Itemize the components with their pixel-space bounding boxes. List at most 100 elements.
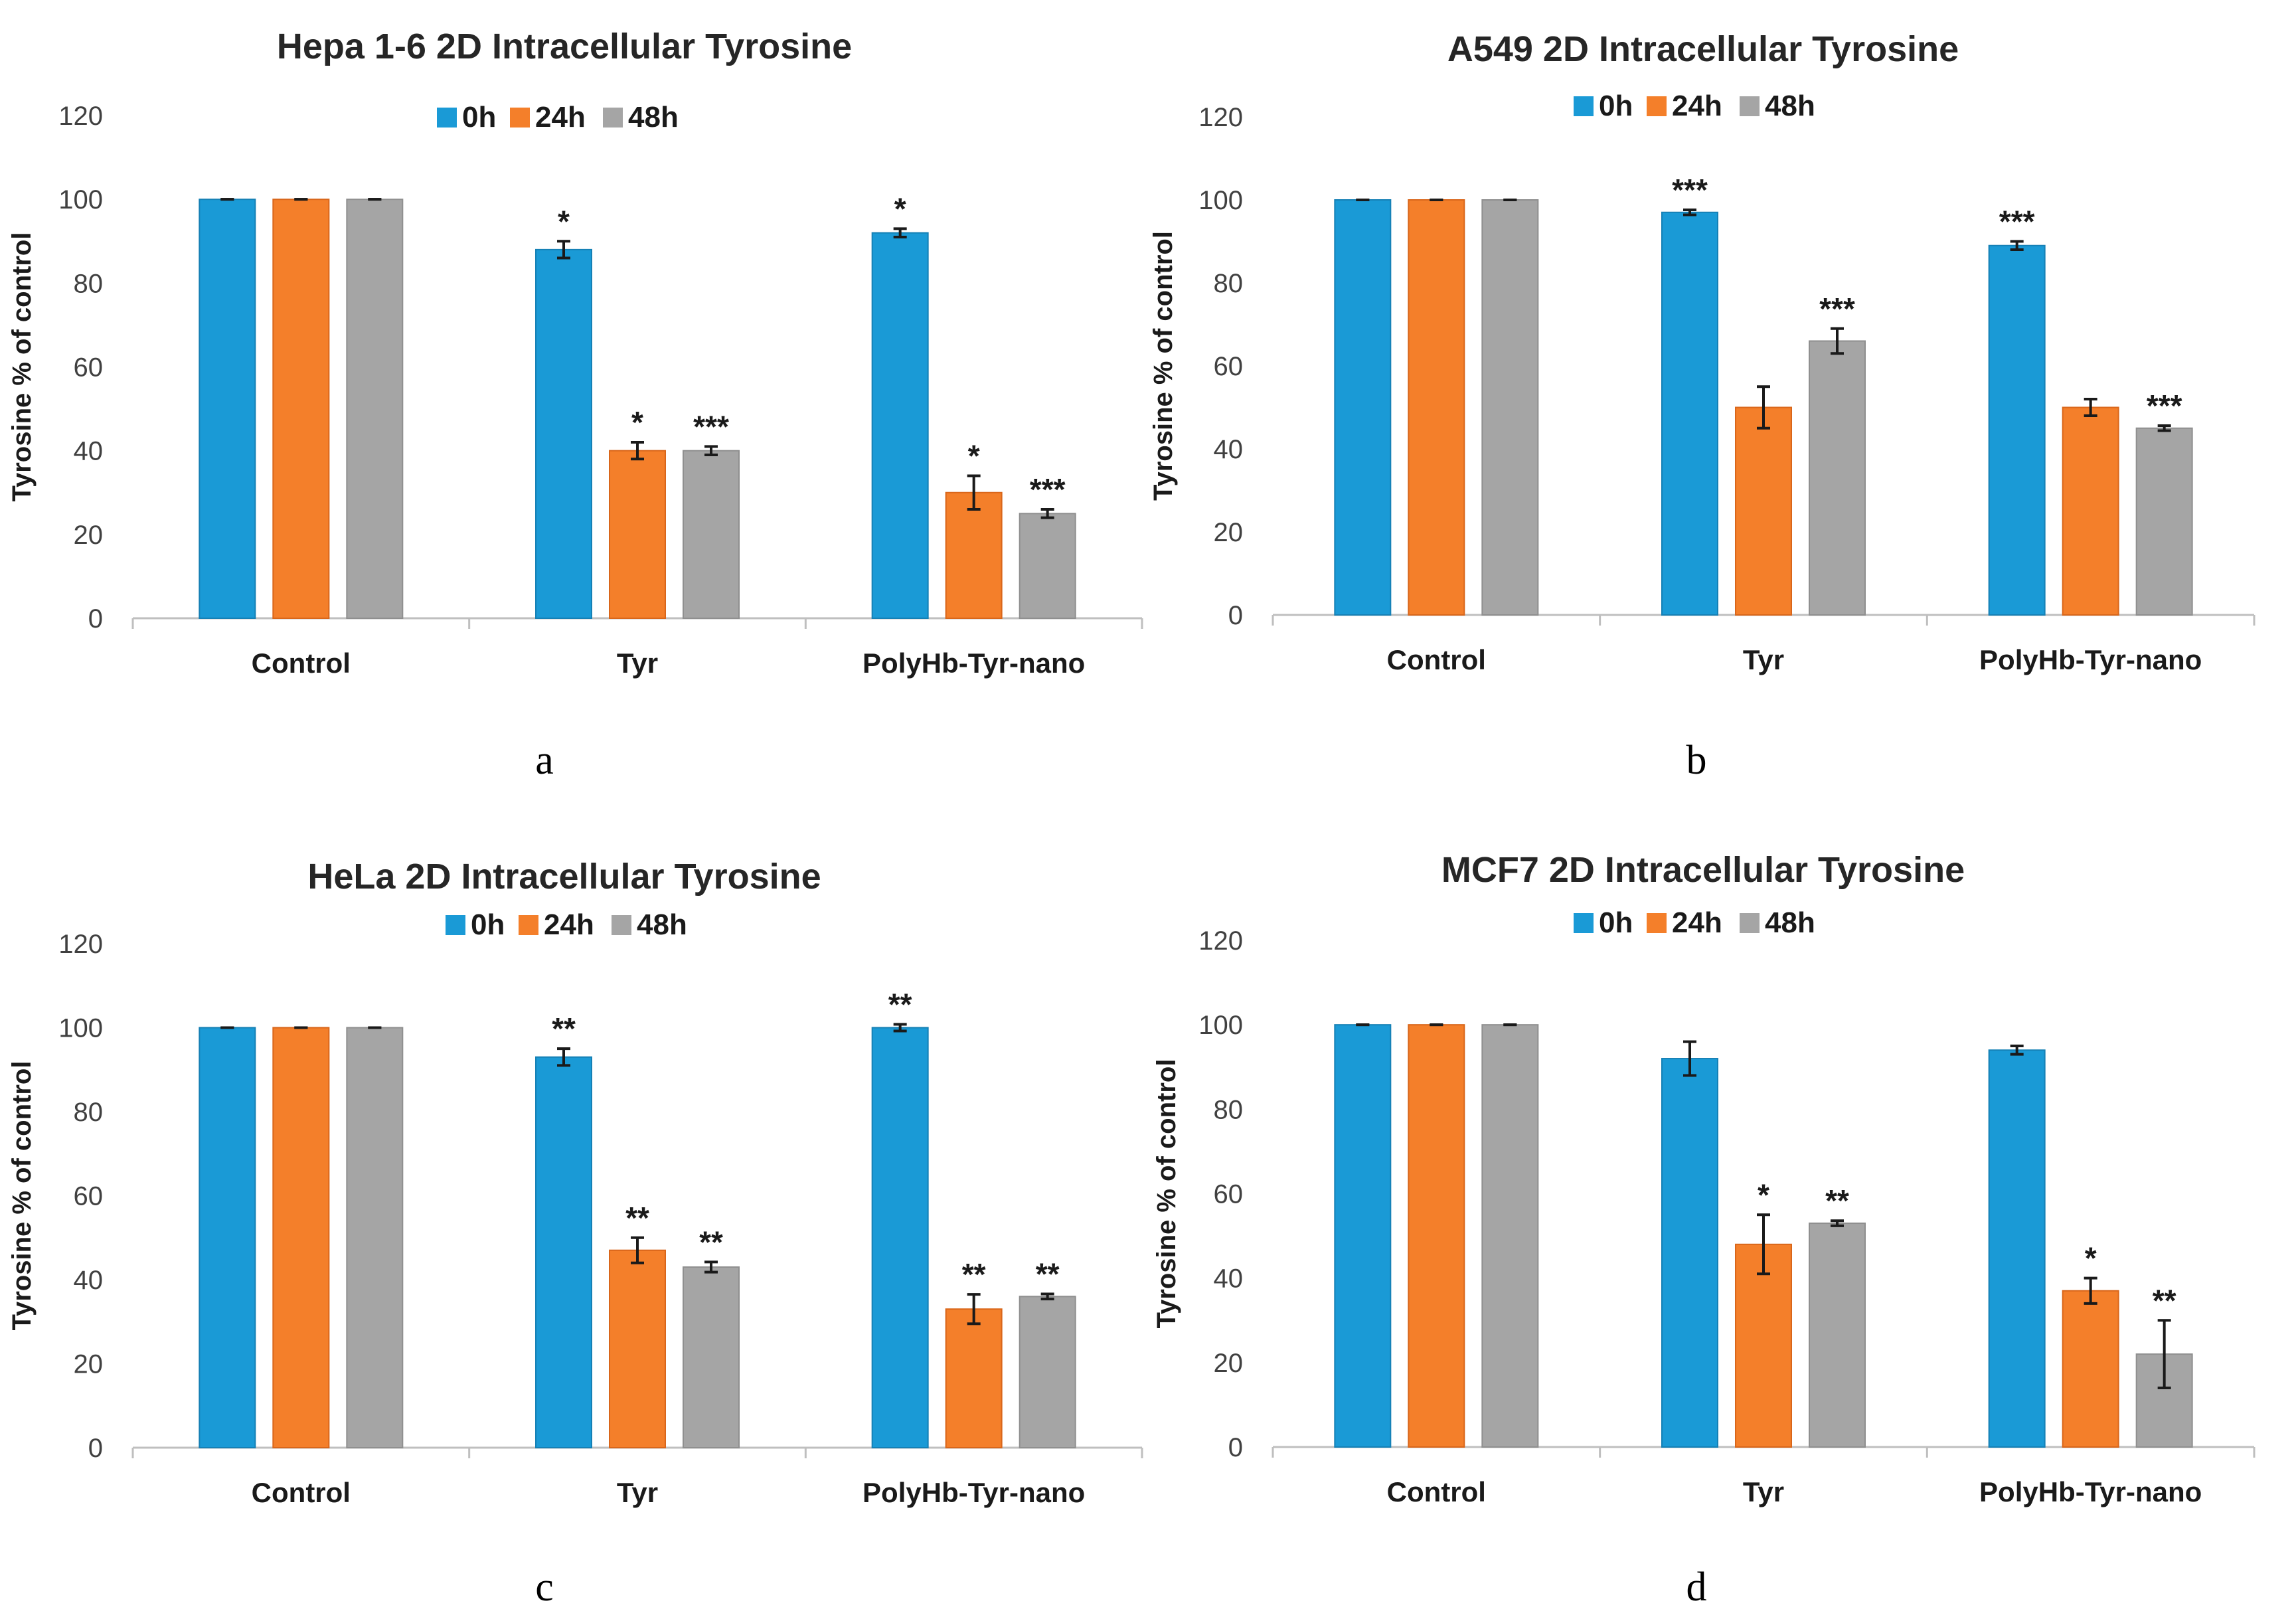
bar-48h-1 xyxy=(1809,340,1866,616)
y-tick-label: 20 xyxy=(1214,1349,1244,1378)
bar-48h-0 xyxy=(346,1027,404,1448)
significance-mark: ** xyxy=(1036,1257,1060,1292)
y-tick-label: 20 xyxy=(74,521,104,550)
bar-0h-2 xyxy=(1988,244,2046,616)
y-tick-label: 100 xyxy=(58,185,103,214)
bar-24h-1 xyxy=(1735,406,1792,616)
bar-0h-1 xyxy=(1661,1058,1718,1448)
bar-24h-1 xyxy=(609,1249,666,1448)
panel-letter: b xyxy=(1686,738,1707,783)
legend-swatch-48h xyxy=(603,108,623,128)
y-tick-label: 80 xyxy=(1214,1095,1244,1124)
y-axis-label: Tyrosine % of control xyxy=(1149,231,1178,501)
bar-24h-0 xyxy=(1408,1024,1465,1448)
bar-48h-2 xyxy=(1019,1296,1076,1449)
bar-48h-1 xyxy=(1809,1223,1866,1448)
bar-24h-2 xyxy=(945,491,1003,619)
bar-48h-0 xyxy=(1481,199,1539,616)
bar-0h-2 xyxy=(1988,1049,2046,1448)
y-tick-label: 60 xyxy=(74,353,104,383)
bar-0h-2 xyxy=(871,1027,929,1448)
significance-mark: *** xyxy=(2147,388,2182,423)
x-category-label: Control xyxy=(252,1477,351,1508)
y-tick-label: 120 xyxy=(1198,926,1243,956)
chart-title: HeLa 2D Intracellular Tyrosine xyxy=(307,857,821,896)
legend-swatch-48h xyxy=(1740,96,1760,116)
significance-mark: * xyxy=(631,405,643,440)
y-tick-label: 20 xyxy=(74,1350,104,1379)
significance-mark: ** xyxy=(625,1201,649,1235)
chart-panel-d: MCF7 2D Intracellular Tyrosine 0 20 40 60 80 1… xyxy=(1152,850,2255,1610)
legend-swatch-0h xyxy=(1574,96,1594,116)
legend-swatch-24h xyxy=(1647,96,1667,116)
bar-24h-0 xyxy=(1408,199,1465,616)
y-tick-label: 120 xyxy=(1198,103,1243,132)
y-axis-label: Tyrosine % of control xyxy=(7,1061,37,1331)
significance-mark: ** xyxy=(552,1011,576,1046)
significance-mark: ** xyxy=(699,1225,723,1259)
significance-mark: * xyxy=(894,191,906,226)
significance-mark: * xyxy=(558,204,570,238)
significance-mark: *** xyxy=(1672,173,1708,207)
significance-mark: ** xyxy=(2153,1283,2176,1318)
significance-mark: * xyxy=(2085,1241,2097,1276)
legend-swatch-0h xyxy=(1574,913,1594,933)
x-category-label: Control xyxy=(252,647,351,679)
y-tick-label: 40 xyxy=(74,437,104,466)
y-tick-label: 80 xyxy=(74,1098,104,1127)
bar-48h-1 xyxy=(683,450,740,620)
bar-24h-2 xyxy=(2062,1290,2119,1448)
bar-0h-0 xyxy=(1334,1024,1392,1448)
bar-48h-2 xyxy=(1019,513,1076,620)
significance-mark: ** xyxy=(1825,1183,1849,1218)
y-tick-label: 0 xyxy=(88,1434,103,1463)
y-tick-label: 80 xyxy=(1214,269,1244,298)
x-category-label: Tyr xyxy=(617,1477,658,1508)
legend-label: 0h xyxy=(1599,90,1633,122)
chart-title: A549 2D Intracellular Tyrosine xyxy=(1447,29,1959,69)
chart-panel-a: Hepa 1-6 2D Intracellular Tyrosine 0 20 40 6… xyxy=(7,27,1143,783)
legend-swatch-24h xyxy=(510,108,530,128)
y-axis-label: Tyrosine % of control xyxy=(7,232,37,502)
y-tick-label: 40 xyxy=(1214,435,1244,464)
legend-swatch-24h xyxy=(1647,913,1667,933)
significance-mark: *** xyxy=(1999,205,2035,239)
significance-mark: *** xyxy=(693,409,729,444)
y-tick-label: 120 xyxy=(58,930,103,959)
y-tick-label: 100 xyxy=(1198,1011,1243,1040)
y-tick-label: 100 xyxy=(58,1014,103,1043)
legend-label: 0h xyxy=(1599,906,1633,939)
x-category-label: PolyHb-Tyr-nano xyxy=(1979,1476,2202,1507)
y-tick-label: 0 xyxy=(1228,1433,1243,1462)
significance-mark: *** xyxy=(1030,472,1066,507)
y-tick-label: 60 xyxy=(74,1182,104,1211)
bar-0h-0 xyxy=(199,199,256,619)
panel-letter: d xyxy=(1686,1565,1707,1610)
bar-48h-1 xyxy=(683,1266,740,1449)
legend-label: 0h xyxy=(462,101,496,133)
x-category-label: Tyr xyxy=(1743,1476,1784,1507)
bar-24h-1 xyxy=(1735,1243,1792,1448)
legend-swatch-0h xyxy=(446,915,465,935)
x-category-label: Control xyxy=(1387,644,1486,675)
y-tick-label: 40 xyxy=(1214,1264,1244,1294)
y-tick-label: 60 xyxy=(1214,352,1244,381)
bar-24h-2 xyxy=(945,1308,1003,1449)
panel-letter: a xyxy=(535,738,554,783)
chart-panel-c: HeLa 2D Intracellular Tyrosine 0 20 40 60 80 1… xyxy=(7,857,1143,1610)
legend-swatch-0h xyxy=(437,108,457,128)
legend-label: 48h xyxy=(1765,906,1815,939)
bar-0h-1 xyxy=(535,248,592,620)
legend-label: 0h xyxy=(471,908,505,941)
chart-title: Hepa 1-6 2D Intracellular Tyrosine xyxy=(277,27,852,66)
x-category-label: PolyHb-Tyr-nano xyxy=(862,1477,1085,1508)
y-tick-label: 120 xyxy=(58,102,103,131)
bar-0h-2 xyxy=(871,232,929,619)
panel-letter: c xyxy=(535,1565,554,1610)
bar-24h-0 xyxy=(272,199,330,619)
x-category-label: PolyHb-Tyr-nano xyxy=(1979,644,2202,675)
bar-24h-1 xyxy=(609,450,666,620)
chart-panel-b: A549 2D Intracellular Tyrosine 0 20 40 60 80 1… xyxy=(1149,29,2255,783)
y-tick-label: 80 xyxy=(74,269,104,298)
bar-0h-1 xyxy=(535,1056,592,1448)
